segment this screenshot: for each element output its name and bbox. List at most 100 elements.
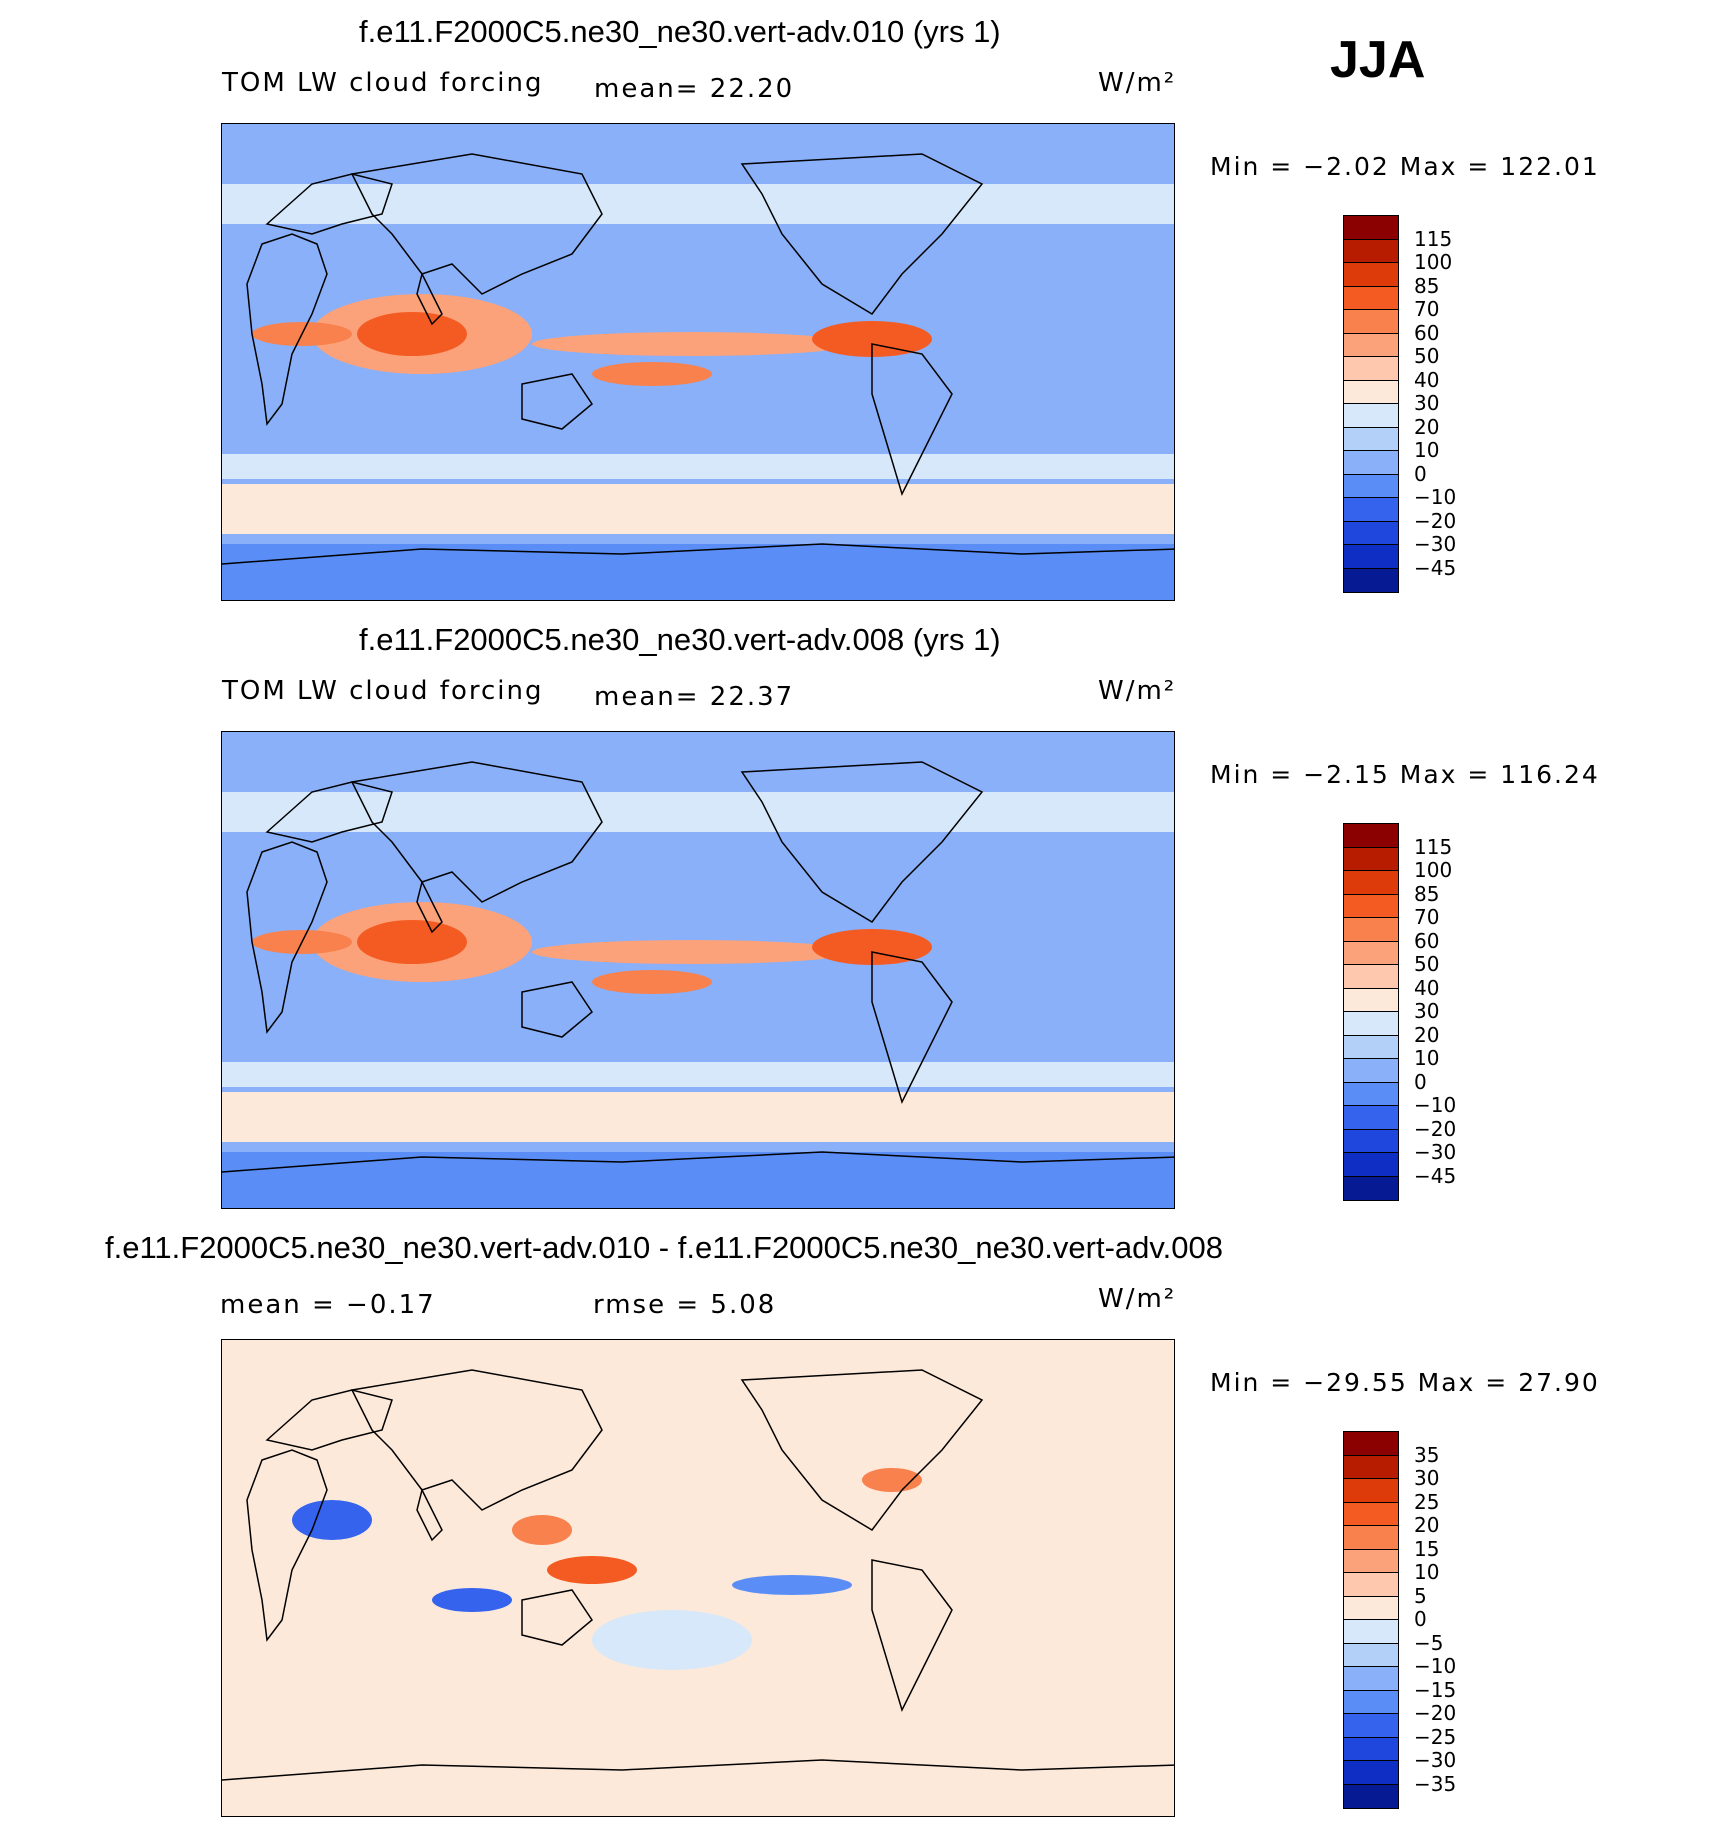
colorbar-tick-label: −35 — [1414, 1771, 1457, 1796]
colorbar-tick-label: −30 — [1414, 1748, 1457, 1772]
colorbar-tick-label: 70 — [1414, 297, 1440, 321]
colorbar-swatch — [1344, 310, 1398, 334]
colorbar-swatch — [1344, 1737, 1398, 1761]
colorbar-swatch — [1344, 568, 1398, 592]
colorbar-tick-label: 50 — [1414, 344, 1440, 368]
coastline — [265, 173, 393, 235]
colorbar-tick-label: 30 — [1414, 391, 1440, 415]
colorbar-swatch — [1344, 380, 1398, 404]
coastline — [521, 373, 593, 430]
coastline — [416, 1487, 443, 1542]
colorbar-tick-label: 5 — [1414, 1583, 1427, 1608]
contour-region — [357, 920, 467, 964]
colorbar-tick-label: 70 — [1414, 905, 1440, 929]
map-field — [222, 1340, 1174, 1816]
colorbar-tick-label: −25 — [1414, 1724, 1457, 1749]
world-map — [221, 1339, 1175, 1817]
coastline — [416, 271, 443, 326]
colorbar-tick-label: 20 — [1414, 414, 1440, 439]
colorbar-tick-label: 50 — [1414, 952, 1440, 976]
colorbar-swatch — [1344, 239, 1398, 263]
colorbar-tick-label: 30 — [1414, 999, 1440, 1023]
mean-label: mean = −0.17 — [220, 1290, 436, 1320]
coastline — [521, 1589, 593, 1646]
contour-region — [292, 1500, 372, 1540]
contour-region — [812, 929, 932, 965]
colorbar-swatch — [1344, 918, 1398, 942]
colorbar-swatch — [1344, 1012, 1398, 1036]
colorbar-tick-label: 115 — [1414, 834, 1453, 859]
min-max-readout: Min = −29.55 Max = 27.90 — [1210, 1368, 1600, 1397]
colorbar-tick-label: −10 — [1414, 1654, 1457, 1678]
colorbar-tick-label: 40 — [1414, 367, 1440, 392]
world-map — [221, 731, 1175, 1209]
contour-region — [222, 184, 1174, 224]
colorbar-tick-label: −45 — [1414, 1163, 1457, 1188]
colorbar-swatch — [1344, 1455, 1398, 1479]
colorbar-swatch — [1344, 286, 1398, 310]
colorbar-tick-label: −10 — [1414, 1093, 1457, 1117]
coastline — [350, 153, 603, 295]
contour-region — [512, 1515, 572, 1545]
contour-region — [432, 1588, 512, 1612]
coastline — [740, 761, 984, 923]
contour-region — [222, 732, 1174, 772]
colorbar-swatch — [1344, 1176, 1398, 1200]
panel-title: f.e11.F2000C5.ne30_ne30.vert-adv.010 - f… — [105, 1230, 1223, 1265]
colorbar-tick-label: 85 — [1414, 881, 1440, 906]
contour-region — [592, 970, 712, 994]
colorbar-swatch — [1344, 404, 1398, 428]
colorbar-tick-label: 60 — [1414, 928, 1440, 953]
mean-label: mean= 22.20 — [594, 74, 795, 104]
colorbar-swatch — [1344, 474, 1398, 498]
colorbar-tick-label: −20 — [1414, 1116, 1457, 1141]
season-label: JJA — [1330, 31, 1426, 89]
variable-label: TOM LW cloud forcing — [222, 68, 544, 98]
coastline — [871, 1559, 953, 1713]
coastline — [246, 841, 328, 1034]
colorbar-tick-label: −15 — [1414, 1677, 1457, 1702]
contour-region — [357, 312, 467, 356]
colorbar-tick-label: 0 — [1414, 1607, 1427, 1631]
map-field — [222, 124, 1174, 600]
contour-region — [222, 484, 1174, 534]
colorbar-tick-label: 15 — [1414, 1536, 1440, 1561]
panel-title: f.e11.F2000C5.ne30_ne30.vert-adv.010 (yr… — [359, 14, 1001, 49]
min-max-readout: Min = −2.02 Max = 122.01 — [1210, 152, 1600, 181]
colorbar-swatch — [1344, 1479, 1398, 1503]
coastline — [416, 879, 443, 934]
colorbar-swatch — [1344, 941, 1398, 965]
colorbar-tick-label: 85 — [1414, 273, 1440, 298]
coastline — [350, 761, 603, 903]
colorbar-swatch — [1344, 1714, 1398, 1738]
colorbar-tick-label: −20 — [1414, 1701, 1457, 1725]
min-max-readout: Min = −2.15 Max = 116.24 — [1210, 760, 1600, 789]
contour-region — [222, 124, 1174, 164]
colorbar-swatch — [1344, 357, 1398, 381]
colorbar-tick-label: 100 — [1414, 858, 1453, 882]
colorbar-swatch — [1344, 263, 1398, 287]
colorbar-swatch — [1344, 1059, 1398, 1083]
colorbar-swatch — [1344, 965, 1398, 989]
colorbar-swatch — [1344, 1129, 1398, 1153]
colorbar — [1343, 823, 1399, 1201]
colorbar-swatch — [1344, 1502, 1398, 1526]
contour-region — [222, 792, 1174, 832]
colorbar-tick-label: 20 — [1414, 1022, 1440, 1047]
coastline — [740, 1369, 984, 1531]
coastline — [246, 1449, 328, 1642]
colorbar-tick-label: 25 — [1414, 1489, 1440, 1514]
contour-region — [222, 1062, 1174, 1087]
coastline — [265, 781, 393, 843]
contour-region — [592, 1610, 752, 1670]
colorbar-swatch — [1344, 545, 1398, 569]
colorbar-tick-label: 10 — [1414, 1046, 1440, 1070]
colorbar-tick-label: 40 — [1414, 975, 1440, 1000]
colorbar-swatch — [1344, 1573, 1398, 1597]
variable-label: TOM LW cloud forcing — [222, 676, 544, 706]
colorbar-swatch — [1344, 894, 1398, 918]
colorbar-tick-label: 20 — [1414, 1513, 1440, 1537]
colorbar-tick-label: 0 — [1414, 1069, 1427, 1094]
colorbar-swatch — [1344, 1643, 1398, 1667]
colorbar-tick-label: 35 — [1414, 1442, 1440, 1467]
